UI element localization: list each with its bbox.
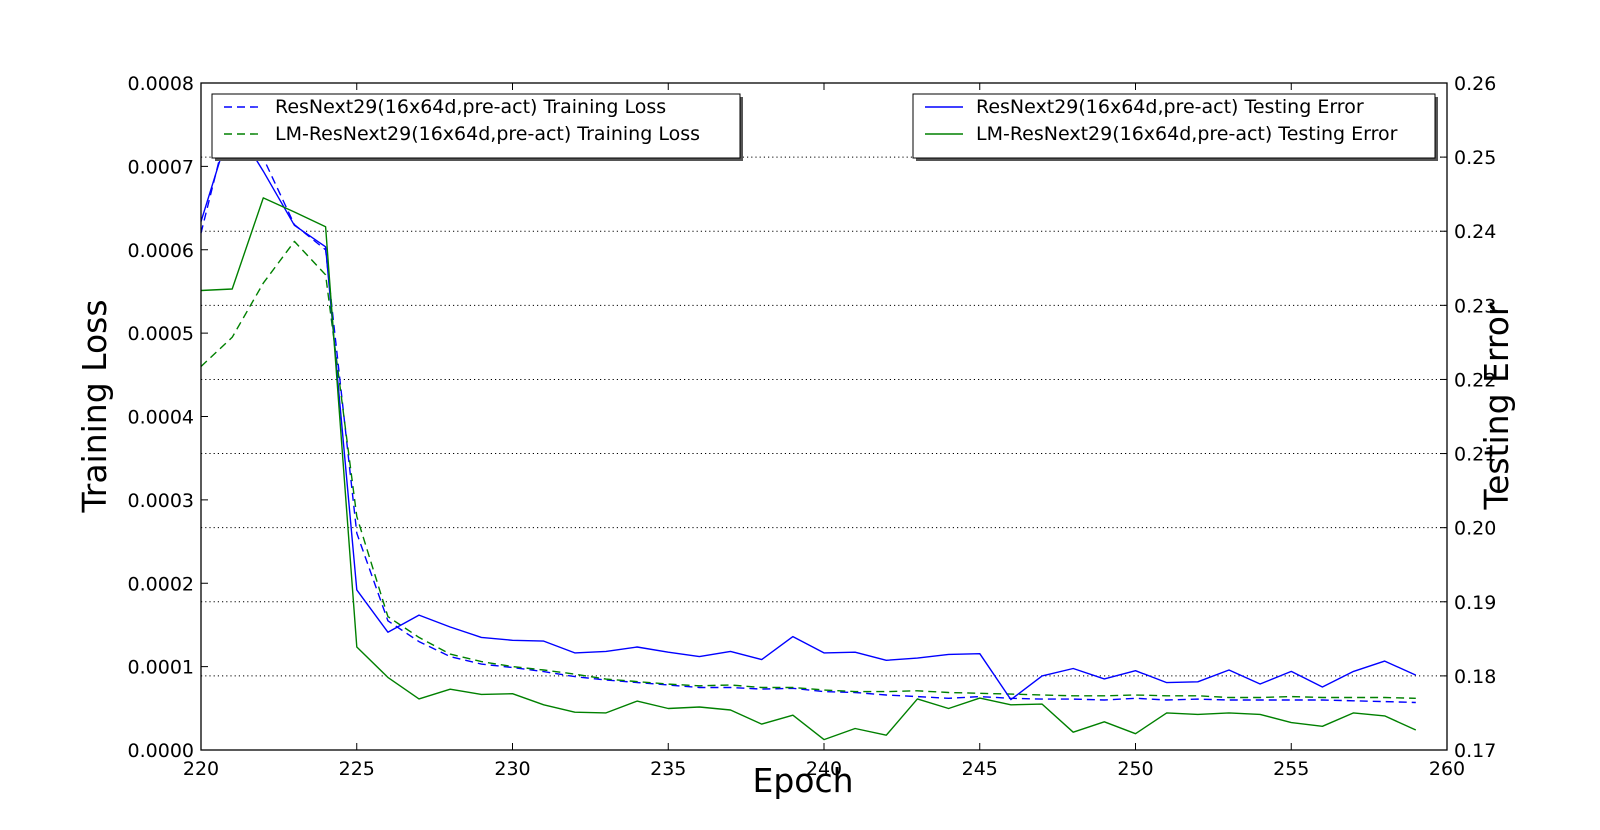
x-tick-label: 260 <box>1429 758 1465 780</box>
y2-tick-label: 0.18 <box>1454 666 1496 688</box>
legend-box <box>912 93 1436 159</box>
y2-tick-label: 0.24 <box>1454 221 1496 243</box>
x-tick-label: 230 <box>494 758 530 780</box>
series-line-4 <box>200 197 1417 741</box>
series-line-2 <box>200 240 1416 699</box>
series-line-3 <box>200 120 1417 701</box>
y-tick-label: 0.0007 <box>128 156 194 178</box>
legend-testing-error: ResNext29(16x64d,pre-act) Testing Error L… <box>912 93 1438 161</box>
y2-tick-label: 0.20 <box>1454 518 1496 540</box>
x-tick-label: 255 <box>1273 758 1309 780</box>
x-tick-label: 250 <box>1117 758 1153 780</box>
legend-label: LM-ResNext29(16x64d,pre-act) Testing Err… <box>976 123 1398 145</box>
x-tick-label: 245 <box>962 758 998 780</box>
y-tick-label: 0.0000 <box>128 740 194 762</box>
y-tick-label: 0.0003 <box>128 490 194 512</box>
y-axis-ticks: 0.0000 0.0001 0.0002 0.0003 0.0004 0.0005 0.00… <box>128 73 208 762</box>
y2-tick-label: 0.23 <box>1454 295 1496 317</box>
gridlines <box>201 156 1447 677</box>
y2-tick-label: 0.26 <box>1454 73 1496 95</box>
legend-label: ResNext29(16x64d,pre-act) Training Loss <box>275 96 666 118</box>
legend-label: ResNext29(16x64d,pre-act) Testing Error <box>976 96 1364 118</box>
x-tick-label: 235 <box>650 758 686 780</box>
y-tick-label: 0.0008 <box>128 73 194 95</box>
y-axis-title: Training Loss <box>75 299 114 513</box>
y-tick-label: 0.0004 <box>128 407 194 429</box>
series-line-1 <box>200 107 1416 704</box>
x-tick-label: 225 <box>339 758 375 780</box>
y-tick-label: 0.0005 <box>128 323 194 345</box>
y2-tick-label: 0.25 <box>1454 147 1496 169</box>
y2-axis-title: Testing Error <box>1477 302 1516 510</box>
x-tick-label: 220 <box>183 758 219 780</box>
y2-tick-label: 0.19 <box>1454 592 1496 614</box>
series-layer <box>200 107 1417 741</box>
y-tick-label: 0.0006 <box>128 240 194 262</box>
y2-tick-label: 0.17 <box>1454 740 1496 762</box>
legend-training-loss: ResNext29(16x64d,pre-act) Training Loss L… <box>211 93 743 161</box>
y2-axis-ticks: 0.17 0.18 0.19 0.20 0.21 0.22 0.23 0.24 0.25 0.26 <box>1440 73 1496 762</box>
x-tick-label: 240 <box>806 758 842 780</box>
y2-tick-label: 0.21 <box>1454 444 1496 466</box>
y-tick-label: 0.0001 <box>128 657 194 679</box>
y-tick-label: 0.0002 <box>128 573 194 595</box>
legend-label: LM-ResNext29(16x64d,pre-act) Training Lo… <box>275 123 700 145</box>
y2-tick-label: 0.22 <box>1454 369 1496 391</box>
x-axis-ticks: 220 225 230 235 240 245 250 255 260 <box>183 83 1465 780</box>
x-axis-title: Epoch <box>752 761 853 800</box>
legend-box <box>211 93 741 159</box>
plot-frame <box>200 82 1448 751</box>
